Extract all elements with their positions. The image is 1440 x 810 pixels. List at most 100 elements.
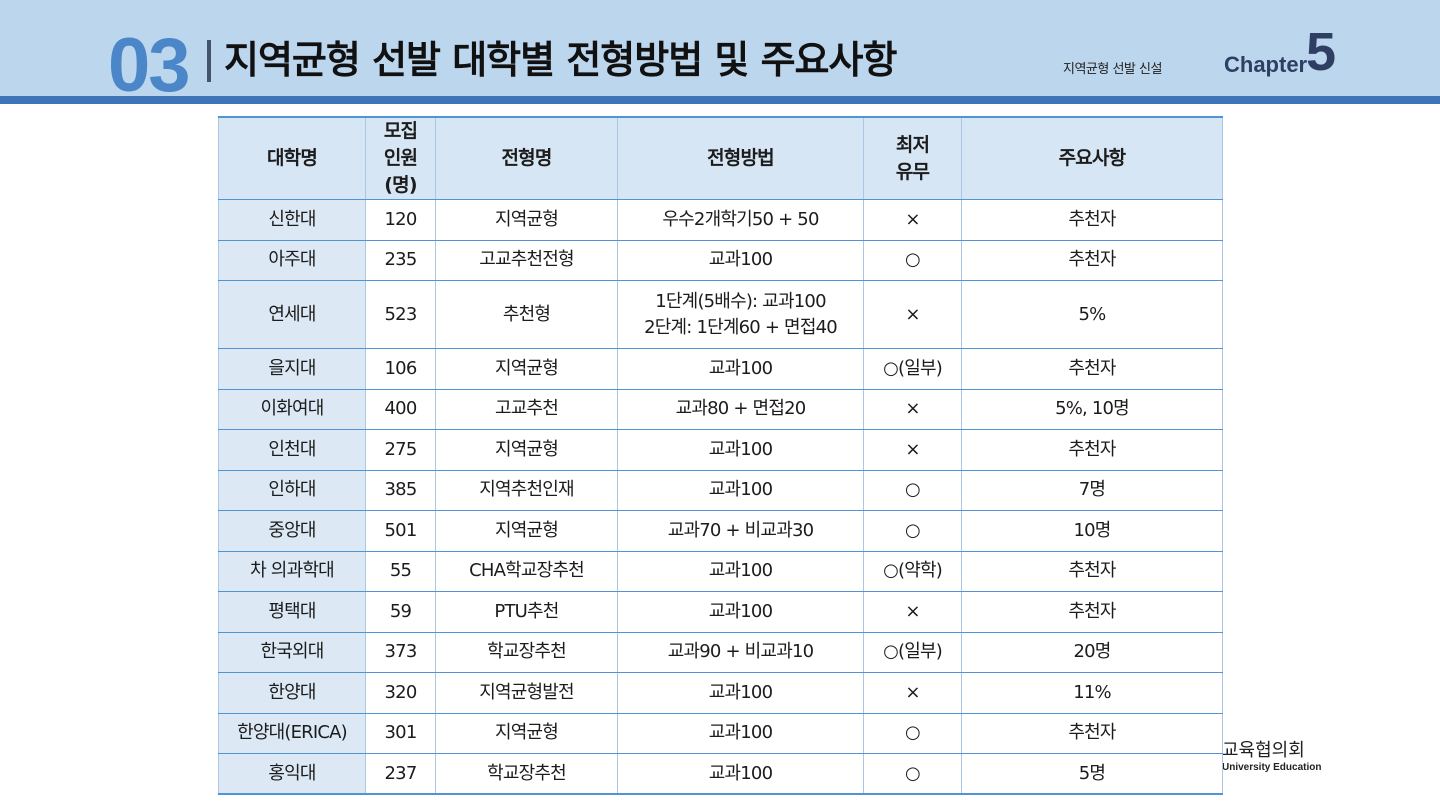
cell-notes-line: 추천자 — [1068, 560, 1116, 582]
header-notes: 주요사항 — [961, 116, 1223, 200]
cell-admission-type: 고교추천 — [435, 388, 618, 430]
cell-quota: 301 — [365, 712, 436, 754]
cell-quota-line: 120 — [384, 208, 418, 230]
cell-university-line: 평택대 — [268, 600, 316, 622]
cell-notes-line: 11% — [1073, 681, 1111, 703]
cell-quota-line: 237 — [384, 762, 418, 784]
cell-admission-type: 지역균형발전 — [435, 672, 618, 714]
cell-university: 홍익대 — [218, 753, 366, 795]
cell-notes: 5%, 10명 — [961, 388, 1223, 430]
cell-university-line: 아주대 — [268, 249, 316, 271]
table-header-row: 대학명 모집 인원(명) 전형명 전형방법 최저 유무 주요사항 — [218, 116, 1223, 200]
cell-method: 교과100 — [617, 348, 864, 390]
cell-university-line: 홍익대 — [268, 762, 316, 784]
cell-university-line: 중앙대 — [268, 519, 316, 541]
cell-notes-line: 10명 — [1073, 519, 1111, 541]
cell-quota-line: 320 — [384, 681, 418, 703]
section-subtitle: 지역균형 선발 신설 — [1063, 62, 1162, 77]
cell-quota: 235 — [365, 239, 436, 281]
cell-minimum-requirement: × — [863, 672, 962, 714]
table-row: 인하대 385 지역추천인재 교과100 ○ 7명 — [218, 469, 1223, 511]
cell-quota-line: 501 — [384, 519, 418, 541]
table-row: 한양대(ERICA) 301 지역균형 교과100 ○ 추천자 — [218, 712, 1223, 754]
admissions-table-container: 대학명 모집 인원(명) 전형명 전형방법 최저 유무 주요사항 신한대 120 지역균형 우수2개… — [218, 116, 1223, 795]
cell-quota: 120 — [365, 199, 436, 241]
cell-notes: 5명 — [961, 753, 1223, 795]
cell-admission-type-line: 고교추천전형 — [479, 249, 574, 271]
cell-admission-type: 지역균형 — [435, 429, 618, 471]
cell-university: 이화여대 — [218, 388, 366, 430]
cell-method: 교과100 — [617, 712, 864, 754]
cell-university-line: 신한대 — [268, 208, 316, 230]
cell-university: 한양대(ERICA) — [218, 712, 366, 754]
cell-notes-line: 20명 — [1073, 641, 1111, 663]
table-row: 을지대 106 지역균형 교과100 ○(일부) 추천자 — [218, 348, 1223, 390]
cell-university: 한양대 — [218, 672, 366, 714]
page-title: 지역균형 선발 대학별 전형방법 및 주요사항 — [224, 38, 897, 82]
cell-admission-type: 학교장추천 — [435, 631, 618, 673]
cell-notes: 11% — [961, 672, 1223, 714]
cell-method: 1단계(5배수): 교과100 2단계: 1단계60 + 면접40 — [617, 280, 864, 349]
header-minimum-requirement: 최저 유무 — [863, 116, 962, 200]
cell-notes: 추천자 — [961, 199, 1223, 241]
cell-university-line: 을지대 — [268, 357, 316, 379]
cell-admission-type: PTU추천 — [435, 591, 618, 633]
chapter-number: 5 — [1306, 22, 1337, 82]
cell-university: 한국외대 — [218, 631, 366, 673]
cell-admission-type-line: 지역추천인재 — [479, 479, 574, 501]
cell-admission-type-line: CHA학교장추천 — [469, 560, 585, 582]
cell-quota: 320 — [365, 672, 436, 714]
cell-minimum-requirement: × — [863, 199, 962, 241]
cell-admission-type-line: 추천형 — [502, 303, 551, 325]
organization-logo: 교육협의회 University Education — [1222, 740, 1340, 774]
cell-method-line: 교과100 — [708, 762, 773, 784]
chapter-label: Chapter — [1224, 52, 1308, 77]
cell-quota: 373 — [365, 631, 436, 673]
cell-admission-type-line: 고교추천 — [494, 398, 559, 420]
cell-university: 연세대 — [218, 280, 366, 349]
cell-admission-type-line: 지역균형 — [494, 208, 559, 230]
cell-quota: 275 — [365, 429, 436, 471]
cell-notes: 7명 — [961, 469, 1223, 511]
cell-method-line: 교과100 — [708, 357, 773, 379]
cell-quota: 59 — [365, 591, 436, 633]
cell-university-line: 한양대 — [268, 681, 316, 703]
cell-notes: 추천자 — [961, 712, 1223, 754]
cell-method: 교과100 — [617, 672, 864, 714]
cell-minimum-requirement-line: ○ — [905, 249, 921, 271]
cell-notes: 5% — [961, 280, 1223, 349]
cell-admission-type-line: 학교장추천 — [487, 641, 567, 663]
cell-quota-line: 59 — [389, 600, 412, 622]
cell-minimum-requirement-line: × — [905, 681, 920, 703]
cell-minimum-requirement-line: × — [905, 208, 920, 230]
cell-university-line: 인하대 — [268, 479, 316, 501]
cell-admission-type-line: 학교장추천 — [487, 762, 567, 784]
header-university: 대학명 — [218, 116, 366, 200]
cell-notes: 추천자 — [961, 550, 1223, 592]
cell-minimum-requirement-line: × — [905, 398, 920, 420]
section-number: 03 — [108, 23, 191, 108]
cell-minimum-requirement-line: × — [905, 438, 920, 460]
cell-method-line: 교과100 — [708, 249, 773, 271]
cell-method: 교과100 — [617, 429, 864, 471]
cell-method-line: 교과100 — [708, 722, 773, 744]
cell-quota: 55 — [365, 550, 436, 592]
header-quota: 모집 인원(명) — [365, 116, 436, 200]
cell-admission-type: 지역균형 — [435, 348, 618, 390]
cell-method: 교과100 — [617, 550, 864, 592]
cell-university: 차 의과학대 — [218, 550, 366, 592]
table-row: 한국외대 373 학교장추천 교과90 + 비교과10 ○(일부) 20명 — [218, 631, 1223, 673]
cell-notes-line: 5명 — [1078, 762, 1106, 784]
header-quota-line: 인원(명) — [383, 147, 418, 196]
cell-minimum-requirement: × — [863, 280, 962, 349]
table-row: 한양대 320 지역균형발전 교과100 × 11% — [218, 672, 1223, 714]
cell-quota-line: 400 — [384, 398, 418, 420]
cell-university: 신한대 — [218, 199, 366, 241]
cell-notes-line: 5%, 10명 — [1055, 398, 1130, 420]
cell-notes-line: 7명 — [1078, 479, 1106, 501]
cell-minimum-requirement: ○ — [863, 753, 962, 795]
cell-minimum-requirement: ○ — [863, 469, 962, 511]
cell-university: 을지대 — [218, 348, 366, 390]
cell-quota: 501 — [365, 510, 436, 552]
cell-university-line: 차 의과학대 — [250, 560, 335, 582]
